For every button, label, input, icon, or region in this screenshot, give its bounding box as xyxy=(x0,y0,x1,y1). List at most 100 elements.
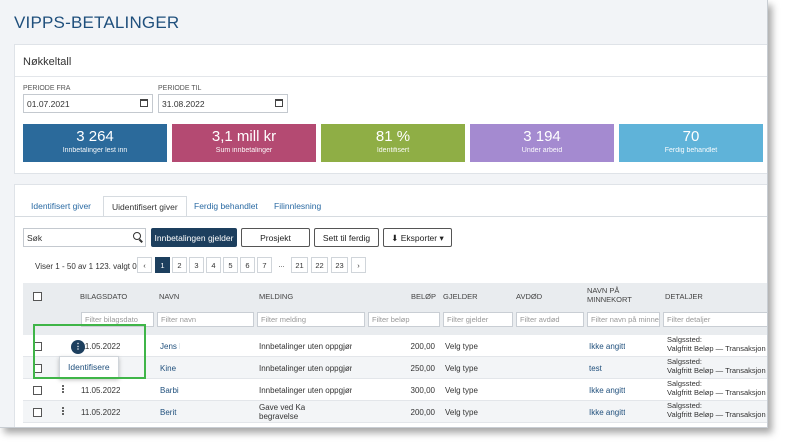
payment-regards-button[interactable]: Innbetalingen gjelder xyxy=(151,228,237,247)
divider xyxy=(15,216,767,217)
cell-details: Salgssted: Valgfritt Beløp — Transaksjon xyxy=(667,336,767,353)
column-header[interactable]: GJELDER xyxy=(443,292,478,301)
prev-page-button[interactable]: ‹ xyxy=(137,257,152,273)
kpi-value: 70 xyxy=(682,128,700,145)
filter-input[interactable]: Filter melding xyxy=(257,312,365,327)
search-input[interactable]: Søk xyxy=(23,228,146,247)
column-header[interactable]: BELØP xyxy=(411,292,437,301)
cell-card-name[interactable]: Ikke angitt xyxy=(589,386,626,395)
filter-input[interactable]: Filter gjelder xyxy=(443,312,513,327)
page-button[interactable]: 3 xyxy=(189,257,204,273)
table-row[interactable]: 11.05.2022 Barbi Innbetalinger uten oppg… xyxy=(23,379,767,401)
cell-name[interactable]: Kine xyxy=(160,364,177,373)
redaction xyxy=(305,403,353,412)
page-button[interactable]: 1 xyxy=(155,257,170,273)
cell-details: Salgssted: Valgfritt Beløp — Transaksjon xyxy=(667,380,767,397)
cell-amount: 200,00 xyxy=(410,342,435,351)
download-icon: ⬇ xyxy=(391,233,399,243)
details-line: Valgfritt Beløp — Transaksjon xyxy=(667,387,766,397)
page-title: VIPPS-BETALINGER xyxy=(14,13,180,32)
page-button[interactable]: 7 xyxy=(257,257,272,273)
page-ellipsis: ... xyxy=(278,260,285,269)
key-figures-card: Nøkkeltall PERIODE FRA 01.07.2021 PERIOD… xyxy=(14,44,767,174)
caret-down-icon: ▾ xyxy=(439,233,444,243)
row-menu-icon[interactable] xyxy=(62,407,65,417)
period-to-label: PERIODE TIL xyxy=(158,85,202,92)
calendar-icon[interactable] xyxy=(275,99,283,107)
table-row[interactable]: 11.05.2022 Berit Gave ved Karl begravels… xyxy=(23,401,767,423)
filter-input[interactable]: Filter bilagsdato xyxy=(81,312,154,327)
kpi-tile: 3,1 mill kr Sum innbetalinger xyxy=(172,124,316,162)
calendar-icon[interactable] xyxy=(140,99,148,107)
cell-name[interactable]: Barbi xyxy=(160,386,179,395)
kpi-label: Ferdig behandlet xyxy=(664,147,718,154)
page-button[interactable]: 22 xyxy=(311,257,328,273)
app-window: VIPPS-BETALINGER Nøkkeltall PERIODE FRA … xyxy=(0,0,768,428)
cell-regarding[interactable]: Velg type xyxy=(445,408,478,417)
period-to-value: 31.08.2022 xyxy=(162,99,205,109)
identify-menu-item[interactable]: Identifisere xyxy=(68,362,110,372)
tab-unidentified-giver[interactable]: Uidentifisert giver xyxy=(103,196,187,217)
page-button[interactable]: 21 xyxy=(291,257,308,273)
row-checkbox[interactable] xyxy=(33,386,42,395)
table-row[interactable]: 11.05.2022 Jens I Innbetalinger uten opp… xyxy=(23,335,767,357)
cell-card-name[interactable]: Ikke angitt xyxy=(589,342,626,351)
row-checkbox[interactable] xyxy=(33,408,42,417)
table-header: BILAGSDATO NAVN MELDING BELØP GJELDER AV… xyxy=(23,283,767,335)
page-button[interactable]: 2 xyxy=(172,257,187,273)
search-icon[interactable] xyxy=(133,232,141,240)
tab-identified-giver[interactable]: Identifisert giver xyxy=(31,201,91,211)
table-row[interactable]: Kine Innbetalinger uten oppgjør 250,00 V… xyxy=(23,357,767,379)
page-button[interactable]: 6 xyxy=(240,257,255,273)
row-menu-button[interactable]: ⋮ xyxy=(71,340,85,354)
cell-message: Innbetalinger uten oppgjør xyxy=(259,386,353,395)
cell-date: 11.05.2022 xyxy=(81,342,121,351)
divider xyxy=(15,76,767,77)
kpi-value: 3,1 mill kr xyxy=(211,128,277,145)
cell-date: 11.05.2022 xyxy=(81,386,121,395)
kpi-label: Identifisert xyxy=(376,147,410,154)
details-line: Salgssted: xyxy=(667,402,703,410)
column-header[interactable]: NAVN xyxy=(159,292,180,301)
payments-card: Identifisert giver Uidentifisert giver F… xyxy=(14,184,767,427)
cell-name[interactable]: Berit xyxy=(160,408,177,417)
tab-file-import[interactable]: Filinnlesning xyxy=(274,201,322,211)
payments-table: BILAGSDATO NAVN MELDING BELØP GJELDER AV… xyxy=(23,283,767,427)
cell-details: Salgssted: Valgfritt Beløp — Transaksjon xyxy=(667,358,767,375)
page-button[interactable]: 5 xyxy=(223,257,238,273)
column-header[interactable]: MELDING xyxy=(259,292,294,301)
cell-amount: 200,00 xyxy=(410,408,435,417)
page-button[interactable]: 4 xyxy=(206,257,221,273)
project-button[interactable]: Prosjekt xyxy=(241,228,310,247)
set-finished-button[interactable]: Sett til ferdig xyxy=(314,228,379,247)
select-all-checkbox[interactable] xyxy=(33,292,42,301)
cell-regarding[interactable]: Velg type xyxy=(445,342,478,351)
column-header[interactable]: DETALJER xyxy=(665,292,703,301)
filter-input[interactable]: Filter navn på minne xyxy=(587,312,660,327)
filter-input[interactable]: Filter navn xyxy=(157,312,254,327)
cell-card-name[interactable]: Ikke angitt xyxy=(589,408,626,417)
cell-message: Gave ved Karl begravelse xyxy=(259,403,310,421)
next-page-button[interactable]: › xyxy=(351,257,366,273)
kpi-value: 3 264 xyxy=(76,128,114,145)
cell-regarding[interactable]: Velg type xyxy=(445,386,478,395)
highlight-box xyxy=(33,324,146,379)
filter-input[interactable]: Filter beløp xyxy=(368,312,440,327)
cell-card-name[interactable]: test xyxy=(589,364,602,373)
period-from-input[interactable]: 01.07.2021 xyxy=(23,94,153,113)
cell-name[interactable]: Jens I xyxy=(160,342,180,351)
filter-input[interactable]: Filter detaljer xyxy=(663,312,767,327)
period-to-input[interactable]: 31.08.2022 xyxy=(158,94,288,113)
cell-regarding[interactable]: Velg type xyxy=(445,364,478,373)
page-button[interactable]: 23 xyxy=(331,257,348,273)
export-button[interactable]: ⬇ Eksporter ▾ xyxy=(383,228,452,247)
kpi-label: Under arbeid xyxy=(521,147,563,154)
column-header[interactable]: AVDØD xyxy=(516,292,543,301)
column-header[interactable]: BILAGSDATO xyxy=(80,292,128,301)
tab-finished[interactable]: Ferdig behandlet xyxy=(194,201,258,211)
row-menu-icon[interactable] xyxy=(62,385,65,395)
cell-details: Salgssted: Valgfritt Beløp — Transaksjon xyxy=(667,402,767,419)
filter-input[interactable]: Filter avdød xyxy=(516,312,584,327)
column-header[interactable]: NAVN PÅ MINNEKORT xyxy=(587,286,632,304)
pagination-info: Viser 1 - 50 av 1 123. valgt 0 xyxy=(35,262,137,271)
